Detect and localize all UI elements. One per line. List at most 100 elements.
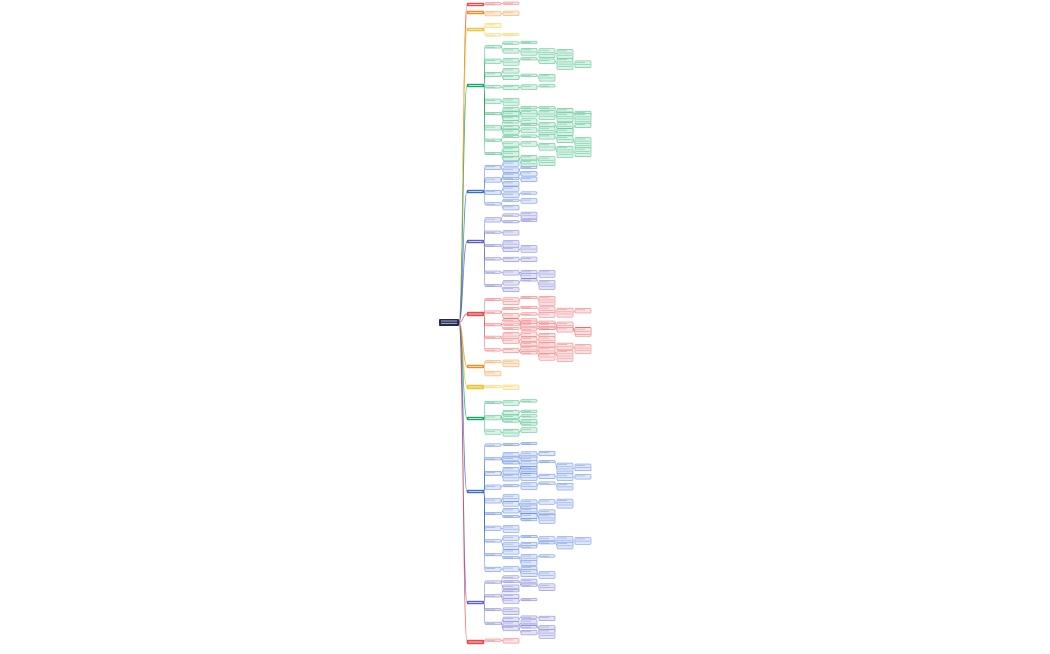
detail-node[interactable] bbox=[521, 561, 537, 566]
detail-node[interactable] bbox=[521, 171, 537, 176]
subtopic-node[interactable] bbox=[503, 617, 519, 622]
topic-node[interactable] bbox=[485, 190, 501, 194]
topic-node[interactable] bbox=[485, 23, 501, 27]
topic-node[interactable] bbox=[485, 499, 501, 503]
node-text-line bbox=[504, 458, 513, 459]
topic-node[interactable] bbox=[485, 471, 501, 475]
subtopic-node[interactable] bbox=[503, 231, 519, 236]
detail-node[interactable] bbox=[539, 313, 555, 318]
subtopic-node[interactable] bbox=[503, 281, 519, 286]
detail-node[interactable] bbox=[539, 474, 555, 479]
subtopic-node[interactable] bbox=[503, 536, 519, 541]
topic-node[interactable] bbox=[485, 430, 501, 434]
subtopic-node[interactable] bbox=[503, 550, 519, 555]
detail-node[interactable] bbox=[539, 59, 555, 64]
subtopic-node[interactable] bbox=[503, 339, 519, 344]
subtopic-node[interactable] bbox=[503, 599, 519, 604]
subtopic-node[interactable] bbox=[503, 49, 519, 54]
detail-node[interactable] bbox=[521, 177, 537, 182]
topic-node[interactable] bbox=[485, 178, 501, 182]
detail-node[interactable] bbox=[521, 337, 537, 342]
subtopic-node[interactable] bbox=[503, 168, 519, 173]
subtopic-node[interactable] bbox=[503, 594, 519, 599]
detail-node[interactable] bbox=[521, 199, 537, 204]
subtopic-node[interactable] bbox=[503, 75, 519, 80]
subtopic-node[interactable] bbox=[503, 147, 519, 152]
detail-node[interactable] bbox=[521, 119, 537, 124]
detail-node[interactable] bbox=[539, 134, 555, 139]
subtopic-node[interactable] bbox=[503, 162, 519, 167]
subtopic-node[interactable] bbox=[503, 401, 519, 406]
detail-node[interactable] bbox=[575, 474, 591, 479]
detail-node[interactable] bbox=[539, 122, 555, 127]
subtopic-node[interactable] bbox=[503, 348, 519, 353]
node-text-line bbox=[504, 194, 513, 195]
detail-node[interactable] bbox=[521, 128, 537, 133]
node-text-line bbox=[522, 163, 536, 164]
detail-node[interactable] bbox=[521, 428, 537, 433]
connector-line bbox=[501, 514, 503, 517]
detail-node[interactable] bbox=[575, 308, 591, 313]
subtopic-node[interactable] bbox=[503, 508, 519, 513]
detail-node[interactable] bbox=[521, 155, 537, 160]
subtopic-node[interactable] bbox=[503, 205, 519, 210]
subtopic-node[interactable] bbox=[503, 639, 519, 644]
subtopic-node[interactable] bbox=[503, 173, 519, 178]
node-text-line bbox=[576, 476, 585, 477]
subtopic-node[interactable] bbox=[503, 314, 519, 319]
subtopic-node[interactable] bbox=[503, 130, 519, 135]
detail-node[interactable] bbox=[521, 630, 537, 635]
subtopic-node[interactable] bbox=[503, 567, 519, 572]
connector-line bbox=[519, 249, 521, 250]
subtopic-node[interactable] bbox=[503, 410, 519, 415]
detail-node[interactable] bbox=[521, 274, 537, 279]
subtopic-node[interactable] bbox=[503, 187, 519, 192]
detail-node[interactable] bbox=[521, 257, 537, 262]
node-text-line bbox=[522, 571, 531, 572]
detail-node[interactable] bbox=[521, 332, 537, 337]
topic-node[interactable] bbox=[485, 416, 501, 420]
subtopic-node[interactable] bbox=[503, 626, 519, 631]
subtopic-node[interactable] bbox=[503, 502, 519, 507]
detail-node[interactable] bbox=[539, 451, 555, 456]
detail-node[interactable] bbox=[575, 123, 591, 128]
subtopic-node[interactable] bbox=[503, 287, 519, 292]
root-node[interactable] bbox=[439, 319, 459, 326]
topic-node[interactable] bbox=[485, 567, 501, 571]
subtopic-node[interactable] bbox=[503, 271, 519, 276]
connector-line bbox=[501, 471, 503, 474]
subtopic-node[interactable] bbox=[503, 257, 519, 262]
topic-node[interactable] bbox=[485, 99, 501, 103]
node-text-line bbox=[540, 324, 549, 325]
subtopic-node[interactable] bbox=[503, 11, 519, 16]
subtopic-node[interactable] bbox=[503, 385, 519, 390]
detail-node[interactable] bbox=[557, 327, 573, 332]
topic-node[interactable] bbox=[485, 485, 501, 489]
detail-node[interactable] bbox=[539, 500, 555, 505]
topic-node[interactable] bbox=[485, 12, 501, 16]
connector-line bbox=[519, 158, 521, 159]
topic-node[interactable] bbox=[485, 372, 501, 376]
detail-node[interactable] bbox=[521, 514, 537, 519]
topic-node[interactable] bbox=[485, 526, 501, 530]
subtopic-node[interactable] bbox=[503, 85, 519, 90]
subtopic-node[interactable] bbox=[503, 69, 519, 74]
topic-node[interactable] bbox=[485, 59, 501, 63]
topic-node[interactable] bbox=[485, 165, 501, 169]
node-text-line bbox=[486, 153, 495, 154]
subtopic-node[interactable] bbox=[503, 247, 519, 252]
subtopic-node[interactable] bbox=[503, 156, 519, 161]
subtopic-node[interactable] bbox=[503, 142, 519, 147]
topic-node[interactable] bbox=[485, 218, 501, 222]
topic-node[interactable] bbox=[485, 126, 501, 130]
subtopic-node[interactable] bbox=[503, 152, 519, 157]
detail-node[interactable] bbox=[521, 142, 537, 147]
detail-node[interactable] bbox=[521, 85, 537, 90]
subtopic-node[interactable] bbox=[503, 116, 519, 121]
subtopic-node[interactable] bbox=[503, 181, 519, 186]
topic-node[interactable] bbox=[485, 72, 501, 76]
connector-line bbox=[555, 322, 557, 326]
detail-node[interactable] bbox=[539, 616, 555, 621]
subtopic-node[interactable] bbox=[503, 193, 519, 198]
